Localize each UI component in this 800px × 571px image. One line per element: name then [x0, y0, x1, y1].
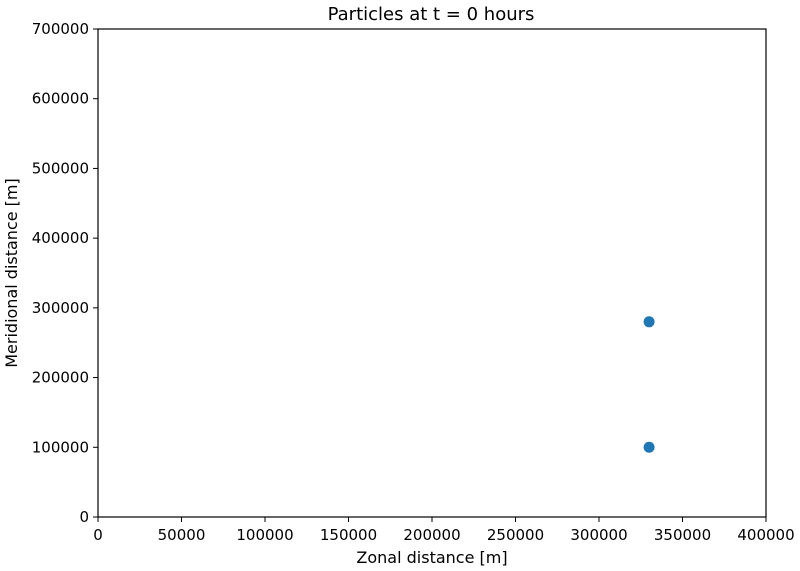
x-tick-label: 300000: [570, 526, 627, 544]
y-axis: 0 100000 200000 300000 400000 500000 600000 700…: [32, 20, 98, 526]
y-tick-label: 200000: [32, 369, 89, 387]
x-tick-label: 150000: [320, 526, 377, 544]
plot-area: [97, 28, 767, 518]
x-tick-label: 400000: [737, 526, 794, 544]
x-axis-label: Zonal distance [m]: [356, 548, 507, 567]
data-points: [643, 316, 655, 453]
x-tick-label: 50000: [158, 526, 206, 544]
x-tick-label: 250000: [487, 526, 544, 544]
x-tick-label: 100000: [236, 526, 293, 544]
y-tick-label: 700000: [32, 20, 89, 38]
x-axis: 0 50000 100000 150000 200000 250000 300000 3500…: [93, 517, 795, 544]
y-tick-label: 400000: [32, 229, 89, 247]
x-tick-label: 350000: [654, 526, 711, 544]
particle-point: [643, 441, 655, 453]
x-tick-label: 200000: [403, 526, 460, 544]
particle-point: [643, 316, 655, 328]
y-tick-label: 600000: [32, 90, 89, 108]
y-axis-label: Meridional distance [m]: [2, 178, 21, 368]
y-tick-label: 300000: [32, 299, 89, 317]
chart-title: Particles at t = 0 hours: [328, 4, 535, 25]
y-tick-label: 0: [79, 508, 89, 526]
y-tick-label: 100000: [32, 438, 89, 456]
x-tick-label: 0: [93, 526, 103, 544]
y-tick-label: 500000: [32, 159, 89, 177]
